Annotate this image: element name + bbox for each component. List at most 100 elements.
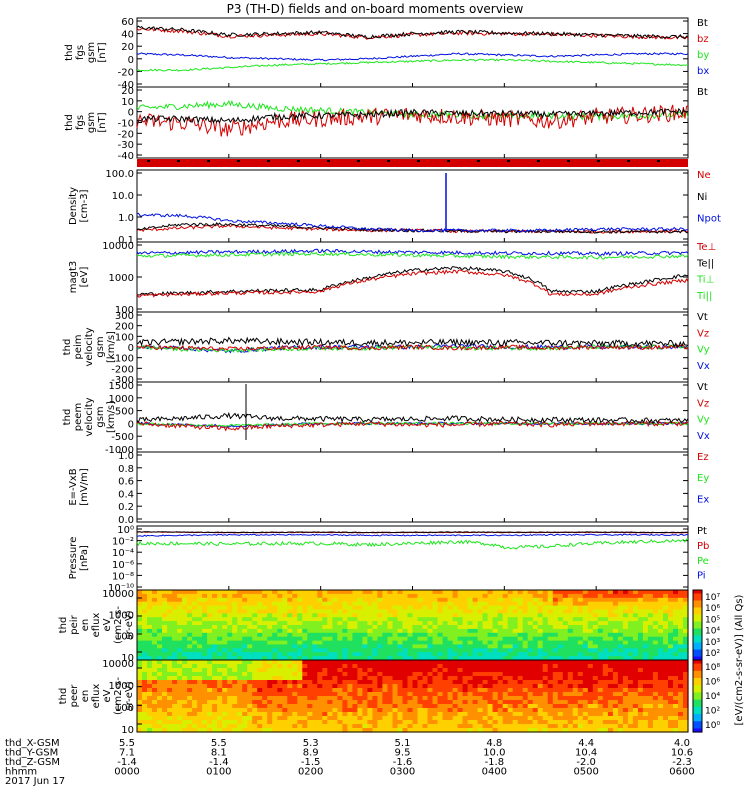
spectrogram-cell	[142, 728, 148, 733]
spectrogram-cell	[332, 613, 338, 618]
spectrogram-cell	[317, 636, 323, 642]
spectrogram-cell	[532, 692, 539, 697]
spectrogram-cell	[462, 664, 469, 669]
spectrogram-cell	[577, 680, 584, 685]
spectrogram-cell	[362, 676, 368, 681]
spectrogram-cell	[557, 609, 564, 614]
spectrogram-cell	[447, 656, 454, 661]
spectrogram-cell	[382, 593, 388, 599]
spectrogram-cell	[182, 708, 188, 713]
spectrogram-cell	[212, 696, 218, 701]
spectrogram-cell	[552, 593, 559, 599]
spectrogram-cell	[397, 712, 404, 717]
spectrogram-cell	[397, 640, 404, 646]
spectrogram-cell	[367, 605, 373, 611]
spectrogram-cell	[317, 609, 323, 614]
spectrogram-cell	[277, 625, 283, 630]
spectrogram-cell	[587, 656, 594, 661]
spectrogram-cell	[557, 716, 564, 721]
spectrogram-cell	[367, 590, 373, 595]
spectrogram-cell	[252, 676, 258, 681]
spectrogram-cell	[297, 590, 303, 595]
spectrogram-cell	[347, 593, 353, 599]
spectrogram-cell	[337, 640, 343, 646]
spectrogram-cell	[257, 636, 263, 642]
spectrogram-cell	[527, 590, 534, 595]
spectrogram-cell	[522, 593, 529, 599]
spectrogram-cell	[152, 700, 158, 705]
spectrogram-cell	[537, 656, 544, 661]
spectrogram-cell	[542, 621, 549, 626]
spectrogram-cell	[683, 720, 689, 725]
spectrogram-cell	[612, 628, 619, 634]
spectrogram-cell	[372, 668, 378, 673]
spectrogram-cell	[587, 597, 594, 603]
spectrogram-cell	[452, 597, 459, 603]
spectrogram-cell	[537, 605, 544, 611]
spectrogram-cell	[447, 644, 454, 649]
spectrogram-cell	[637, 700, 644, 705]
spectrogram-cell	[402, 728, 409, 733]
spectrogram-cell	[572, 672, 579, 677]
spectrogram-cell	[607, 680, 614, 685]
spectrogram-cell	[632, 609, 639, 614]
spectrogram-cell	[232, 632, 238, 638]
spectrogram-cell	[642, 692, 649, 697]
spectrogram-cell	[642, 605, 649, 611]
spectrogram-cell	[292, 660, 298, 665]
spectrogram-cell	[267, 656, 273, 661]
spectrogram-cell	[507, 597, 514, 603]
spectrogram-cell	[617, 590, 624, 595]
spectrogram-cell	[332, 648, 338, 653]
spectrogram-cell	[497, 724, 504, 729]
spectrogram-cell	[212, 676, 218, 681]
spectrogram-cell	[372, 593, 378, 599]
spectrogram-cell	[417, 680, 424, 685]
spectrogram-cell	[437, 632, 444, 638]
spectrogram-cell	[647, 601, 654, 607]
spectrogram-cell	[422, 668, 429, 673]
spectrogram-cell	[602, 716, 609, 721]
spectrogram-cell	[377, 640, 383, 646]
spectrogram-cell	[457, 704, 464, 709]
spectrogram-cell	[397, 704, 404, 709]
spectrogram-cell	[617, 668, 624, 673]
legend-Te||: Te||	[696, 258, 714, 269]
spectrogram-cell	[532, 597, 539, 603]
spectrogram-cell	[447, 712, 454, 717]
spectrogram-cell	[482, 716, 489, 721]
spectrogram-cell	[537, 590, 544, 595]
spectrogram-cell	[647, 704, 654, 709]
spectrogram-cell	[222, 652, 228, 657]
spectrogram-cell	[242, 617, 248, 622]
series-line-Npot	[136, 212, 689, 233]
spectrogram-cell	[187, 712, 193, 717]
spectrogram-cell	[467, 660, 474, 665]
spectrogram-cell	[442, 597, 449, 603]
spectrogram-cell	[307, 668, 313, 673]
spectrogram-cell	[317, 597, 323, 603]
spectrogram-cell	[507, 728, 514, 733]
spectrogram-cell	[222, 692, 228, 697]
spectrogram-cell	[683, 688, 689, 693]
ytick-label: 0	[128, 343, 134, 354]
spectrogram-cell	[572, 648, 579, 653]
spectrogram-cell	[582, 609, 589, 614]
spectrogram-cell	[637, 672, 644, 677]
spectrogram-cell	[627, 621, 634, 626]
spectrogram-cell	[487, 728, 494, 733]
ephemeris-value: 8.1	[211, 748, 227, 759]
spectrogram-cell	[217, 597, 223, 603]
spectrogram-cell	[637, 708, 644, 713]
spectrogram-cell	[652, 676, 659, 681]
spectrogram-cell	[162, 680, 168, 685]
spectrogram-cell	[683, 652, 689, 657]
spectrogram-cell	[502, 601, 509, 607]
ytick-label: 10⁻²	[112, 537, 134, 548]
spectrogram-cell	[442, 672, 449, 677]
spectrogram-cell	[302, 712, 308, 717]
spectrogram-cell	[357, 617, 363, 622]
ephemeris-value: 10.4	[575, 748, 597, 759]
spectrogram-cell	[242, 680, 248, 685]
spectrogram-cell	[292, 613, 298, 618]
